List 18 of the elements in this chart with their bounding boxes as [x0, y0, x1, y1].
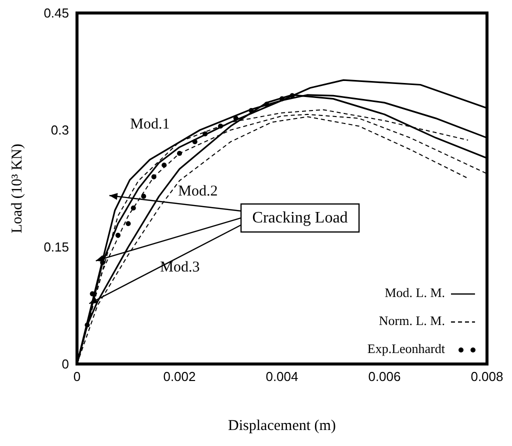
legend-label: Exp.Leonhardt — [367, 340, 446, 356]
y-tick-label: 0.3 — [50, 122, 69, 138]
annotation: Mod.1 — [130, 116, 170, 132]
annotation: Cracking Load — [252, 210, 348, 227]
x-tick-label: 0 — [73, 369, 81, 384]
annotation: Mod.2 — [178, 183, 218, 200]
x-tick-label: 0.004 — [266, 369, 298, 384]
legend-label: Mod. L. M. — [384, 284, 445, 300]
x-axis-title: Displacement (m) — [228, 418, 336, 434]
x-tick-label: 0.002 — [163, 369, 196, 384]
legend-label: Norm. L. M. — [378, 312, 445, 328]
annotation: Mod.3 — [160, 259, 200, 276]
y-tick-label: 0.15 — [44, 240, 69, 255]
y-tick-label: 0 — [62, 356, 69, 372]
y-tick-label: 0.45 — [44, 6, 69, 21]
x-tick-label: 0.008 — [470, 369, 504, 384]
x-tick-label: 0.006 — [368, 369, 401, 384]
y-axis-title: Load (10³ KN) — [9, 144, 26, 234]
